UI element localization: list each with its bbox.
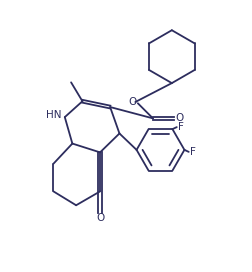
Text: O: O [128,97,136,107]
Text: HN: HN [46,110,62,120]
Text: F: F [190,147,195,157]
Text: O: O [175,113,183,123]
Text: F: F [178,122,183,132]
Text: O: O [96,213,104,223]
